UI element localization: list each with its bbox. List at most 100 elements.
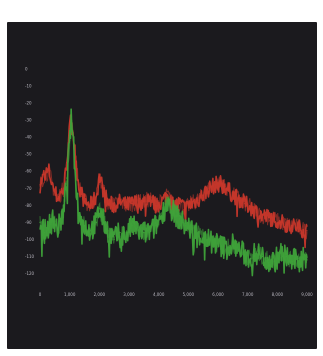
data-point [107, 203, 109, 205]
data-point [70, 116, 73, 118]
data-point [250, 257, 252, 259]
data-point [39, 184, 41, 186]
data-point [255, 252, 258, 254]
data-point [261, 255, 264, 258]
data-point [98, 175, 100, 177]
x-tick-label: 8,000 [272, 292, 284, 297]
spectrum-chart: 0 -10 -20 -30 -40 -50 -60 -70 -80 -90 -100 -110 -120… [25, 67, 313, 298]
data-point [89, 204, 92, 206]
data-point [77, 184, 80, 186]
data-point [83, 225, 86, 227]
data-point [161, 201, 163, 203]
y-tick-label: -120 [25, 271, 35, 276]
data-point [137, 230, 139, 232]
series-noise-1 [39, 117, 308, 269]
data-point [73, 153, 75, 155]
data-point [149, 231, 151, 234]
data-point [172, 211, 175, 213]
data-point [190, 203, 192, 205]
data-point [143, 201, 145, 203]
data-point [190, 228, 192, 230]
data-point [119, 201, 121, 203]
data-point [202, 194, 204, 196]
data-point [196, 199, 198, 201]
data-point [63, 187, 65, 189]
data-point [39, 221, 41, 223]
data-point [119, 231, 121, 234]
data-point [103, 191, 105, 193]
data-point [161, 214, 163, 217]
y-tick-label: -100 [25, 237, 35, 242]
y-tick-label: -80 [25, 203, 32, 208]
data-point [306, 230, 308, 232]
y-tick-label: -50 [25, 152, 32, 157]
data-point [285, 223, 287, 225]
data-point [131, 203, 133, 205]
x-tick-label: 7,000 [242, 292, 254, 297]
x-tick-label: 0 [39, 292, 42, 297]
data-point [95, 196, 97, 198]
data-point [107, 230, 109, 232]
data-point [196, 231, 198, 234]
data-point [226, 187, 228, 189]
data-point [232, 243, 234, 246]
data-point [238, 197, 240, 200]
chart-panel: 0 -10 -20 -30 -40 -50 -60 -70 -80 -90 -100 -110 -120… [7, 22, 317, 349]
x-tick-label: 5,000 [183, 292, 195, 297]
data-point [137, 201, 139, 203]
data-point [103, 221, 105, 223]
data-point [267, 216, 270, 218]
data-point [95, 221, 97, 223]
data-point [69, 139, 71, 142]
data-point [273, 218, 275, 220]
y-tick-label: -40 [25, 135, 32, 140]
y-tick-label: 0 [25, 67, 28, 72]
x-tick-label: 4,000 [153, 292, 165, 297]
series-line-1 [39, 108, 308, 277]
x-tick-label: 1,000 [64, 292, 76, 297]
y-tick-label: -90 [25, 220, 32, 225]
data-point [57, 197, 59, 200]
data-point [202, 237, 204, 239]
y-tick-label: -30 [25, 118, 32, 123]
y-tick-label: -70 [25, 186, 32, 191]
data-point [149, 197, 151, 200]
data-point [184, 208, 186, 210]
data-point [131, 225, 133, 227]
data-point [113, 204, 115, 206]
data-point [63, 211, 65, 213]
data-point [83, 201, 86, 203]
data-point [208, 238, 210, 240]
data-point [232, 194, 234, 196]
data-point [178, 218, 181, 220]
data-point [184, 225, 186, 227]
data-point [166, 194, 169, 196]
data-point [125, 235, 127, 237]
data-point [178, 203, 181, 205]
x-tick-label: 6,000 [212, 292, 224, 297]
data-point [244, 254, 246, 256]
data-point [214, 184, 216, 186]
data-point [43, 231, 46, 234]
data-point [48, 225, 50, 227]
data-point [291, 225, 293, 227]
data-point [52, 187, 54, 189]
data-point [291, 260, 293, 263]
data-point [238, 249, 240, 251]
y-tick-label: -20 [25, 101, 32, 106]
data-point [273, 260, 275, 263]
data-point [261, 214, 264, 217]
data-point [297, 257, 299, 259]
data-point [66, 162, 68, 164]
series-line-0 [39, 114, 308, 249]
data-point [279, 252, 281, 254]
data-point [267, 259, 270, 261]
data-point [244, 203, 246, 205]
data-point [208, 187, 210, 189]
y-tick-label: -110 [25, 254, 35, 259]
data-point [279, 221, 281, 223]
data-point [250, 206, 252, 208]
data-point [113, 238, 115, 240]
data-point [306, 259, 308, 261]
data-point [48, 170, 50, 172]
